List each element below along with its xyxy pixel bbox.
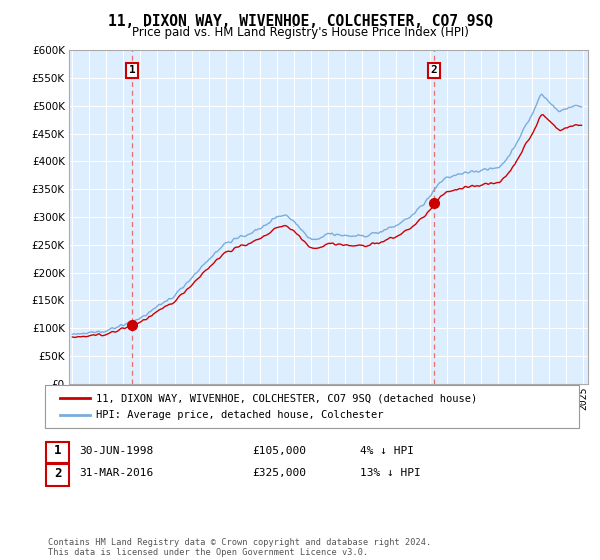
Text: Price paid vs. HM Land Registry's House Price Index (HPI): Price paid vs. HM Land Registry's House … [131, 26, 469, 39]
Text: Contains HM Land Registry data © Crown copyright and database right 2024.
This d: Contains HM Land Registry data © Crown c… [48, 538, 431, 557]
Text: 1: 1 [54, 444, 61, 458]
Text: 1: 1 [128, 66, 136, 76]
Text: 11, DIXON WAY, WIVENHOE, COLCHESTER, CO7 9SQ: 11, DIXON WAY, WIVENHOE, COLCHESTER, CO7… [107, 14, 493, 29]
Text: £325,000: £325,000 [252, 468, 306, 478]
Text: 2: 2 [431, 66, 437, 76]
Text: HPI: Average price, detached house, Colchester: HPI: Average price, detached house, Colc… [96, 410, 383, 420]
Text: 2: 2 [54, 466, 61, 480]
Text: 13% ↓ HPI: 13% ↓ HPI [360, 468, 421, 478]
Text: 31-MAR-2016: 31-MAR-2016 [79, 468, 154, 478]
Text: £105,000: £105,000 [252, 446, 306, 456]
Text: 4% ↓ HPI: 4% ↓ HPI [360, 446, 414, 456]
Text: 30-JUN-1998: 30-JUN-1998 [79, 446, 154, 456]
Text: 11, DIXON WAY, WIVENHOE, COLCHESTER, CO7 9SQ (detached house): 11, DIXON WAY, WIVENHOE, COLCHESTER, CO7… [96, 393, 477, 403]
